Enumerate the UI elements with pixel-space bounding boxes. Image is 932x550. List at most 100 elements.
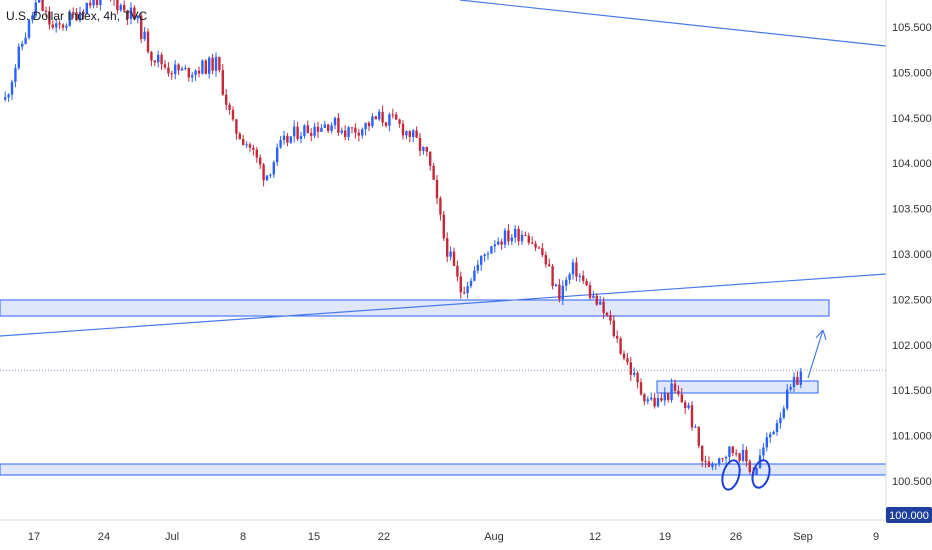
candle bbox=[548, 258, 551, 267]
candle-body bbox=[51, 24, 54, 28]
candle-body bbox=[133, 7, 136, 19]
candle bbox=[408, 129, 411, 143]
candle-body bbox=[527, 235, 530, 243]
candle-body bbox=[602, 301, 605, 313]
candle-body bbox=[354, 127, 357, 133]
candle bbox=[775, 419, 779, 436]
candle bbox=[218, 56, 221, 73]
candle-body bbox=[211, 57, 214, 71]
candle-body bbox=[68, 12, 71, 26]
candle bbox=[306, 120, 309, 134]
candle bbox=[565, 276, 568, 292]
resistance-zone-mid[interactable] bbox=[656, 380, 819, 394]
candle-body bbox=[293, 126, 296, 137]
candle-body bbox=[85, 2, 88, 15]
candle-body bbox=[391, 114, 394, 116]
candle bbox=[330, 122, 333, 134]
candle-body bbox=[667, 392, 670, 401]
candle bbox=[296, 121, 299, 141]
candle-body bbox=[561, 285, 564, 300]
candle bbox=[585, 278, 588, 287]
candle bbox=[150, 50, 153, 67]
candle bbox=[745, 446, 748, 467]
time-axis[interactable]: 17 24 Jul 8 15 22 Aug 12 19 26 Sep 9 bbox=[0, 519, 886, 550]
candle bbox=[609, 310, 612, 325]
descending-trendline[interactable] bbox=[459, 0, 887, 47]
price-tick-label: 102.500 bbox=[892, 294, 932, 306]
candle-body bbox=[469, 280, 473, 287]
candle-body bbox=[690, 405, 694, 428]
candle-body bbox=[163, 64, 167, 68]
candle-body bbox=[548, 264, 551, 267]
candle bbox=[293, 120, 296, 143]
candle-body bbox=[412, 130, 415, 137]
candle-body bbox=[143, 31, 146, 40]
candle-body bbox=[507, 230, 510, 242]
candle bbox=[558, 279, 561, 303]
candle bbox=[616, 330, 619, 343]
candle-body bbox=[282, 135, 286, 141]
candle-body bbox=[612, 320, 615, 337]
candle bbox=[704, 455, 707, 468]
annotations-layer bbox=[719, 329, 827, 491]
candle-body bbox=[344, 130, 347, 137]
candle bbox=[520, 230, 524, 246]
candle bbox=[323, 120, 326, 128]
ascending-trendline[interactable] bbox=[0, 273, 887, 337]
candle bbox=[639, 378, 643, 396]
candle-body bbox=[605, 312, 609, 316]
candle bbox=[772, 430, 775, 435]
candle bbox=[133, 5, 136, 21]
double-bottom-marker-left[interactable] bbox=[719, 458, 742, 491]
candle-body bbox=[272, 162, 275, 175]
candle bbox=[286, 132, 289, 147]
candle-body bbox=[711, 464, 714, 467]
candle bbox=[38, 0, 41, 4]
price-axis[interactable]: 100.500 101.000 101.500 102.000 102.500 103.0… bbox=[885, 0, 932, 550]
candle bbox=[459, 271, 462, 299]
double-bottom-marker-right[interactable] bbox=[750, 458, 773, 489]
candle-body bbox=[435, 179, 439, 199]
candle-body bbox=[231, 109, 235, 120]
candle bbox=[72, 7, 75, 19]
candle-body bbox=[401, 123, 405, 136]
candle-body bbox=[150, 51, 153, 61]
candle bbox=[748, 459, 751, 475]
candle-body bbox=[61, 24, 65, 28]
candle-body bbox=[503, 230, 507, 245]
candle-body bbox=[446, 238, 449, 257]
candle bbox=[255, 147, 258, 163]
candle-body bbox=[466, 286, 469, 294]
candle-body bbox=[731, 446, 734, 454]
candle-body bbox=[486, 253, 490, 255]
price-tick-label: 105.500 bbox=[892, 22, 932, 34]
candle bbox=[21, 41, 24, 51]
candle-body bbox=[21, 43, 24, 47]
candle-body bbox=[201, 60, 204, 74]
candle bbox=[432, 162, 435, 180]
candle-body bbox=[157, 54, 160, 63]
candle-body bbox=[41, 0, 44, 11]
projection-arrow[interactable] bbox=[807, 329, 824, 379]
candle-body bbox=[89, 2, 92, 6]
candle-body bbox=[558, 284, 561, 300]
resistance-zone-upper[interactable] bbox=[0, 299, 830, 317]
candle-body bbox=[221, 70, 224, 95]
candle bbox=[191, 71, 194, 83]
candle-body bbox=[497, 241, 500, 245]
candle bbox=[612, 315, 615, 338]
candle-body bbox=[14, 68, 17, 82]
candle-body bbox=[582, 275, 585, 281]
candle-body bbox=[337, 117, 340, 133]
candle bbox=[333, 116, 337, 130]
candle bbox=[163, 60, 167, 70]
candle-body bbox=[697, 426, 700, 446]
candle bbox=[310, 128, 313, 142]
candle-body bbox=[17, 46, 20, 69]
candle bbox=[170, 70, 173, 80]
candle-body bbox=[248, 144, 252, 148]
candle-body bbox=[269, 174, 272, 176]
candle-body bbox=[194, 70, 197, 76]
candle bbox=[786, 384, 789, 411]
candle bbox=[401, 120, 405, 140]
